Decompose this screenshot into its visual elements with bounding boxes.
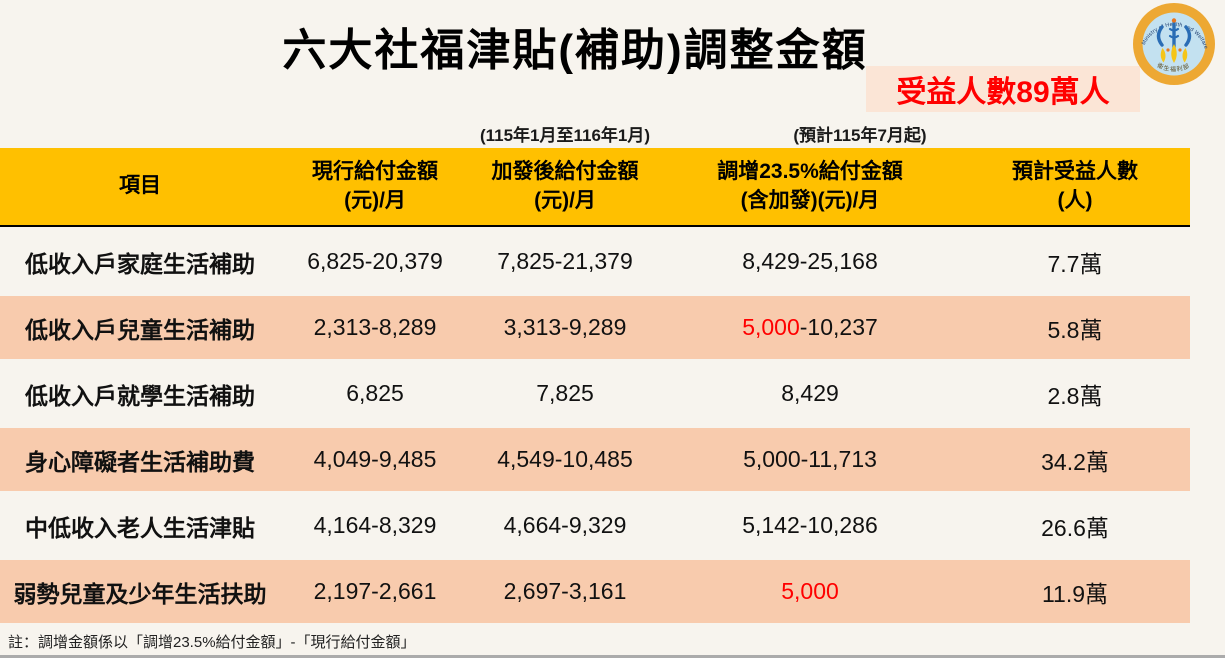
adjusted-black-part: 5,000-11,713 [743, 446, 877, 472]
adjusted-black-part: -10,237 [799, 314, 878, 340]
period-label-adjusted: (預計115年7月起) [793, 126, 927, 145]
adjusted-black-part: 8,429-25,168 [742, 248, 878, 274]
adjusted-black-part: 5,142-10,286 [742, 512, 878, 538]
adjusted-amount: 5,142-10,286 [660, 512, 960, 539]
beneficiaries-count: 2.8萬 [1047, 382, 1103, 409]
period-label-added: (115年1月至116年1月) [479, 126, 651, 145]
row-item-label: 低收入戶就學生活補助 [25, 382, 255, 409]
increased-amount: 7,825-21,379 [497, 248, 633, 274]
header-adjusted: 調增23.5%給付金額 (含加發)(元)/月 [717, 160, 903, 212]
footnote: 註：調增金額係以「調增23.5%給付金額」-「現行給付金額」 [8, 634, 416, 651]
table-row: 中低收入老人生活津貼 4,164-8,329 4,664-9,329 5,142… [0, 494, 1190, 557]
increased-amount: 7,825 [536, 380, 594, 406]
adjusted-red-part: 5,000 [742, 314, 800, 340]
adjusted-amount: 5,000 [660, 578, 960, 605]
increased-amount: 2,697-3,161 [503, 578, 627, 604]
current-amount: 2,197-2,661 [313, 578, 437, 604]
table-row: 弱勢兒童及少年生活扶助 2,197-2,661 2,697-3,161 5,00… [0, 560, 1190, 623]
current-amount: 6,825 [346, 380, 404, 406]
table-row: 低收入戶兒童生活補助 2,313-8,289 3,313-9,289 5,000… [0, 296, 1190, 359]
row-item-label: 低收入戶兒童生活補助 [25, 316, 255, 343]
adjusted-amount: 8,429 [660, 380, 960, 407]
adjusted-black-part: 8,429 [781, 380, 839, 406]
header-beneficiaries: 預計受益人數 (人) [1012, 160, 1138, 212]
page-title: 六大社福津貼(補助)調整金額 [282, 26, 868, 75]
beneficiaries-count: 26.6萬 [1041, 514, 1109, 541]
beneficiaries-count: 7.7萬 [1047, 250, 1103, 277]
adjusted-amount: 8,429-25,168 [660, 248, 960, 275]
adjusted-red-part: 5,000 [781, 578, 839, 604]
mohw-logo-emblem: Ministry of Health and Welfare 衛生福利部 [1133, 3, 1215, 85]
beneficiaries-count: 34.2萬 [1041, 448, 1109, 475]
adjusted-amount: 5,000-10,237 [660, 314, 960, 341]
header-item: 項目 [119, 174, 161, 198]
bottom-edge-line [0, 655, 1225, 658]
header-increased: 加發後給付金額 (元)/月 [491, 160, 639, 212]
increased-amount: 4,664-9,329 [503, 512, 627, 538]
table-row: 低收入戶就學生活補助 6,825 7,825 8,429 2.8萬 [0, 362, 1190, 425]
mohw-logo: Ministry of Health and Welfare 衛生福利部 [1132, 2, 1216, 86]
subsidy-table: 項目 現行給付金額 (元)/月 加發後給付金額 (元)/月 調增23.5%給付金額(… [0, 148, 1190, 623]
increased-amount: 3,313-9,289 [503, 314, 627, 340]
logo-flame-shapes [1160, 44, 1188, 63]
current-amount: 4,164-8,329 [313, 512, 437, 538]
table-header-row: 項目 現行給付金額 (元)/月 加發後給付金額 (元)/月 調增23.5%給付金額(… [0, 148, 1190, 227]
row-item-label: 低收入戶家庭生活補助 [25, 250, 255, 277]
beneficiaries-count: 11.9萬 [1041, 580, 1109, 607]
row-item-label: 中低收入老人生活津貼 [25, 514, 255, 541]
current-amount: 2,313-8,289 [313, 314, 437, 340]
beneficiaries-badge: 受益人數89萬人 [866, 66, 1140, 112]
row-item-label: 弱勢兒童及少年生活扶助 [13, 580, 267, 607]
current-amount: 4,049-9,485 [313, 446, 437, 472]
adjusted-amount: 5,000-11,713 [660, 446, 960, 473]
increased-amount: 4,549-10,485 [497, 446, 633, 472]
current-amount: 6,825-20,379 [307, 248, 443, 274]
header-current: 現行給付金額 (元)/月 [312, 160, 438, 212]
table-row: 低收入戶家庭生活補助 6,825-20,379 7,825-21,379 8,4… [0, 230, 1190, 293]
beneficiaries-count: 5.8萬 [1047, 316, 1103, 343]
row-item-label: 身心障礙者生活補助費 [25, 448, 255, 475]
table-row: 身心障礙者生活補助費 4,049-9,485 4,549-10,485 5,00… [0, 428, 1190, 491]
